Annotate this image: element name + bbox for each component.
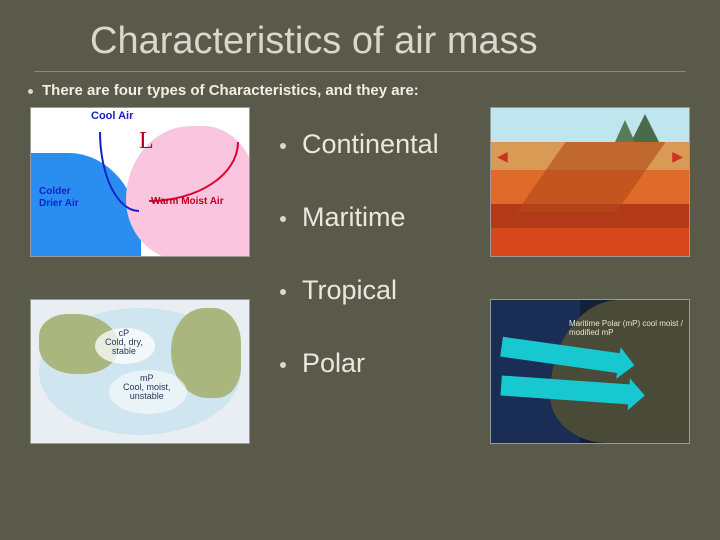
label-warm-moist: Warm Moist Air [151,196,224,207]
label-mP: mPCool, moist,unstable [123,374,171,401]
list-item: Polar [280,348,439,379]
bullet-list: Continental Maritime Tropical Polar [280,129,439,421]
title-divider [34,71,686,72]
label-cP: cPCold, dry,stable [105,329,143,356]
illustration-satellite-arrows: Maritime Polar (mP) cool moist / modifie… [490,299,690,444]
illustration-cross-section: ◀ ▶ [490,107,690,257]
list-item: Maritime [280,202,439,233]
list-item: Tropical [280,275,439,306]
illustration-weather-fronts: Cool Air L ColderDrier Air Warm Moist Ai… [30,107,250,257]
arrow-right-icon: ▶ [672,148,683,165]
intro-bullet: There are four types of Characteristics,… [0,82,720,99]
label-mP-satellite: Maritime Polar (mP) cool moist / modifie… [569,320,689,338]
slide-body: Cool Air L ColderDrier Air Warm Moist Ai… [0,99,720,499]
list-item: Continental [280,129,439,160]
label-colder-drier: ColderDrier Air [39,186,79,210]
label-cool-air: Cool Air [91,110,133,122]
arrow-left-icon: ◀ [497,148,508,165]
illustration-globe-air-masses: cPCold, dry,stable mPCool, moist,unstabl… [30,299,250,444]
label-low-pressure: L [139,128,154,155]
slide-title: Characteristics of air mass [0,0,720,71]
